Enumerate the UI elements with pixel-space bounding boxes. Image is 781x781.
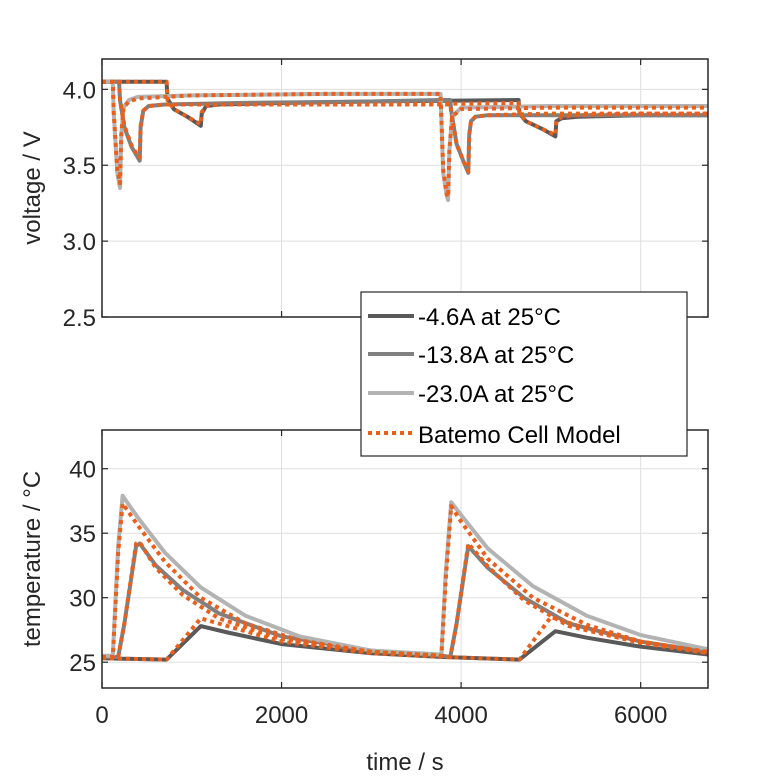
voltage-series-batemo-cell-model-23-0a [102, 79, 708, 200]
voltage-y-axis-label: voltage / V [19, 131, 46, 244]
temperature-y-tick-label: 35 [69, 521, 96, 548]
x-tick-label: 4000 [434, 702, 487, 729]
voltage-ticks: 2.5 3.0 3.5 4.0 [63, 59, 708, 332]
legend-entry-4-6A: -4.6A at 25°C [418, 304, 561, 331]
voltage-panel: 2.5 3.0 3.5 4.0 voltage / V [19, 58, 709, 332]
voltage-series-group [102, 79, 708, 203]
temperature-series-group [102, 493, 708, 662]
temperature-y-tick-label: 25 [69, 650, 96, 677]
x-tick-label: 2000 [255, 702, 308, 729]
voltage-series-batemo-cell-model-4-6a [102, 79, 708, 137]
temperature-panel: 0 2000 4000 6000 25 30 35 40 temperature / °C t… [19, 429, 709, 776]
x-tick-label: 6000 [614, 702, 667, 729]
x-tick-label: 0 [95, 702, 108, 729]
legend-entry-13-8A: -13.8A at 25°C [418, 342, 574, 369]
temperature-series-batemo-cell-model-13-8a [102, 540, 708, 659]
temperature-y-tick-label: 40 [69, 457, 96, 484]
x-axis-label: time / s [366, 749, 443, 776]
legend-entry-batemo: Batemo Cell Model [418, 422, 621, 449]
voltage-y-tick-label: 2.5 [63, 305, 96, 332]
legend-entry-23-0A: -23.0A at 25°C [418, 381, 574, 408]
temperature-y-axis-label: temperature / °C [19, 471, 46, 647]
legend: -4.6A at 25°C -13.8A at 25°C -23.0A at 2… [360, 291, 688, 457]
legend-box [360, 291, 688, 457]
voltage-y-tick-label: 4.0 [63, 77, 96, 104]
voltage-y-tick-label: 3.0 [63, 229, 96, 256]
voltage-y-tick-label: 3.5 [63, 153, 96, 180]
voltage-series-batemo-cell-model-13-8a [102, 79, 708, 174]
temperature-y-tick-label: 30 [69, 586, 96, 613]
temperature-ticks: 0 2000 4000 6000 25 30 35 40 [69, 430, 708, 729]
